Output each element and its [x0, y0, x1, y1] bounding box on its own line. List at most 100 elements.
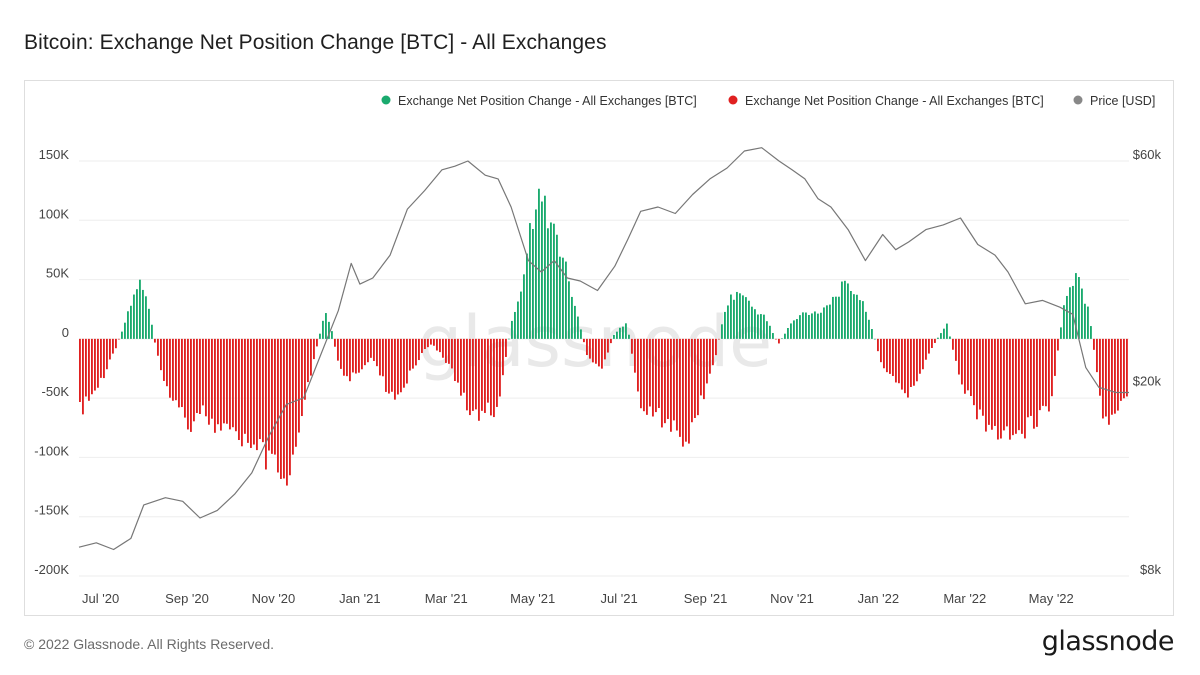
- outflow-bar: [901, 338, 903, 390]
- inflow-bar: [796, 319, 798, 339]
- outflow-bar: [115, 338, 117, 349]
- inflow-bar: [943, 328, 945, 339]
- inflow-bar: [760, 314, 762, 339]
- inflow-bar: [874, 338, 876, 340]
- axes: 150K 100K 50K 0 -50K -100K -150K -200K $60k $20k $…: [34, 147, 1161, 606]
- outflow-bar: [340, 338, 342, 369]
- inflow-bar: [136, 289, 138, 339]
- outflow-bar: [910, 338, 912, 387]
- outflow-bar: [982, 338, 984, 416]
- outflow-bar: [967, 338, 969, 391]
- outflow-bar: [640, 338, 642, 409]
- inflow-bar: [745, 297, 747, 339]
- inflow-bar: [532, 228, 534, 339]
- inflow-bar: [547, 228, 549, 339]
- outflow-bar: [646, 338, 648, 415]
- outflow-bar: [238, 338, 240, 441]
- outflow-bar: [154, 338, 156, 343]
- y-left-tick-label: -150K: [34, 503, 69, 518]
- outflow-bar: [172, 338, 174, 401]
- outflow-bar: [499, 338, 501, 397]
- outflow-bar: [601, 338, 603, 369]
- inflow-bar: [850, 290, 852, 339]
- x-tick-label: Jul '21: [601, 591, 638, 606]
- outflow-bar: [343, 338, 345, 376]
- outflow-bar: [214, 338, 216, 433]
- inflow-bar: [853, 294, 855, 339]
- outflow-bar: [313, 338, 315, 360]
- outflow-bar: [706, 338, 708, 384]
- outflow-bar: [1039, 338, 1041, 411]
- outflow-bar: [487, 338, 489, 403]
- inflow-bar: [847, 283, 849, 339]
- inflow-bar: [148, 308, 150, 339]
- inflow-bar: [766, 321, 768, 339]
- inflow-bar: [133, 294, 135, 339]
- outflow-bar: [1051, 338, 1053, 397]
- brand-logo[interactable]: glassnode: [1041, 626, 1175, 657]
- outflow-bar: [361, 338, 363, 370]
- outflow-bar: [280, 338, 282, 479]
- inflow-bar: [550, 222, 552, 339]
- inflow-bar: [151, 324, 153, 339]
- outflow-bar: [457, 338, 459, 383]
- x-tick-label: Jul '20: [82, 591, 119, 606]
- outflow-bar: [991, 338, 993, 430]
- outflow-bar: [1003, 338, 1005, 431]
- outflow-bar: [442, 338, 444, 358]
- outflow-bar: [244, 338, 246, 434]
- page-title: Bitcoin: Exchange Net Position Change [B…: [24, 31, 607, 54]
- outflow-bar: [676, 338, 678, 431]
- outflow-bar: [1009, 338, 1011, 440]
- inflow-bar: [514, 311, 516, 339]
- inflow-bar: [820, 312, 822, 339]
- outflow-bar: [421, 338, 423, 353]
- outflow-bar: [445, 338, 447, 363]
- gridlines: [79, 160, 1129, 577]
- inflow-bar: [571, 296, 573, 339]
- outflow-bar: [268, 338, 270, 451]
- inflow-bar: [946, 323, 948, 339]
- outflow-bar: [385, 338, 387, 392]
- outflow-bar: [100, 338, 102, 378]
- inflow-bar: [937, 337, 939, 339]
- inflow-bar: [826, 305, 828, 339]
- inflow-bar: [817, 313, 819, 339]
- outflow-bar: [256, 338, 258, 451]
- inflow-bar: [751, 306, 753, 339]
- outflow-bar: [1093, 338, 1095, 350]
- outflow-bar: [985, 338, 987, 432]
- inflow-bar: [124, 322, 126, 339]
- outflow-bar: [190, 338, 192, 432]
- inflow-bar: [328, 321, 330, 339]
- inflow-bar: [829, 304, 831, 339]
- outflow-bar: [688, 338, 690, 444]
- outflow-bar: [1057, 338, 1059, 351]
- outflow-bar: [391, 338, 393, 392]
- outflow-bar: [490, 338, 492, 416]
- outflow-bar: [775, 338, 777, 340]
- x-tick-label: Mar '21: [425, 591, 468, 606]
- inflow-bar: [1081, 288, 1083, 339]
- outflow-bar: [1012, 338, 1014, 436]
- inflow-bar: [526, 253, 528, 339]
- inflow-bar: [808, 315, 810, 339]
- outflow-bar: [106, 338, 108, 370]
- inflow-bar: [790, 323, 792, 339]
- outflow-bar: [1105, 338, 1107, 417]
- outflow-bar: [907, 338, 909, 398]
- outflow-bar: [109, 338, 111, 360]
- outflow-bar: [1018, 338, 1020, 431]
- outflow-bar: [418, 338, 420, 361]
- outflow-bar: [976, 338, 978, 420]
- outflow-bar: [406, 338, 408, 384]
- outflow-bar: [895, 338, 897, 383]
- outflow-bar: [493, 338, 495, 418]
- outflow-bar: [697, 338, 699, 416]
- outflow-bar: [598, 338, 600, 367]
- outflow-bar: [184, 338, 186, 418]
- outflow-bar: [589, 338, 591, 359]
- outflow-bar: [1114, 338, 1116, 414]
- outflow-bar: [364, 338, 366, 366]
- inflow-bar: [862, 301, 864, 339]
